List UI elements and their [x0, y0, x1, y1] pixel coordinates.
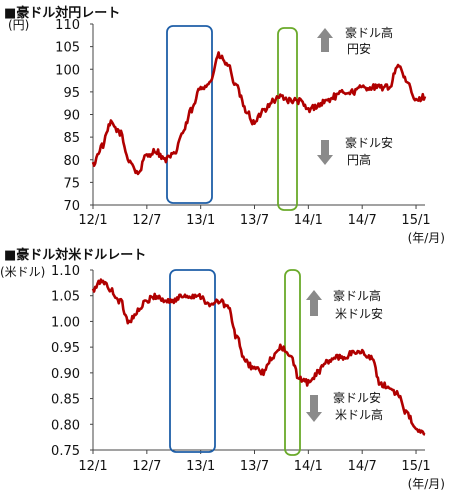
- x-tick-label: 14/1: [294, 459, 323, 474]
- y-axis-unit-label: (円): [8, 18, 29, 32]
- highlight-box-blue: [169, 269, 216, 453]
- annotation-up-line2: 円安: [347, 41, 371, 56]
- highlight-box-green: [277, 27, 298, 211]
- down-arrow-icon: [317, 140, 333, 165]
- x-tick-label: 12/7: [132, 213, 161, 228]
- x-tick-label: 12/1: [78, 459, 107, 474]
- x-axis-unit-label: (年/月): [408, 231, 445, 245]
- x-tick-label: 14/1: [294, 213, 323, 228]
- y-tick-label: 0.85: [51, 393, 80, 408]
- y-tick-label: 100: [55, 63, 80, 78]
- y-tick-label: 1.10: [51, 264, 80, 279]
- chart-title-aud-usd: ■豪ドル対米ドルレート: [4, 248, 147, 263]
- x-tick-label: 12/1: [78, 213, 107, 228]
- y-tick-label: 70: [63, 199, 80, 214]
- y-tick-label: 0.90: [51, 367, 80, 382]
- annotation-up-line1: 豪ドル高: [345, 25, 393, 40]
- y-tick-label: 95: [63, 86, 80, 101]
- y-tick-label: 75: [63, 176, 80, 191]
- y-axis-unit-label: (米ドル): [0, 265, 45, 279]
- x-tick-label: 13/1: [186, 459, 215, 474]
- y-tick-label: 110: [55, 18, 80, 33]
- y-tick-label: 0.75: [51, 444, 80, 459]
- x-tick-label: 12/7: [132, 459, 161, 474]
- y-tick-label: 1.00: [51, 315, 80, 330]
- y-tick-label: 80: [63, 154, 80, 169]
- annotation-down-line1: 豪ドル安: [345, 135, 393, 150]
- up-arrow-icon: [317, 28, 333, 52]
- y-tick-label: 1.05: [51, 290, 80, 305]
- x-tick-label: 13/7: [240, 459, 269, 474]
- series-line: [91, 278, 426, 436]
- x-tick-label: 13/1: [186, 213, 215, 228]
- annotation-up-line2: 米ドル安: [335, 306, 383, 321]
- x-tick-label: 13/7: [240, 213, 269, 228]
- annotation-down-line2: 米ドル高: [335, 407, 383, 422]
- series-line: [91, 51, 427, 176]
- annotation-up-line1: 豪ドル高: [333, 288, 381, 303]
- down-arrow-icon: [306, 395, 322, 422]
- y-tick-label: 0.95: [51, 341, 80, 356]
- up-arrow-icon: [306, 290, 322, 316]
- x-axis-unit-label: (年/月): [408, 477, 445, 491]
- annotation-down-line2: 円高: [347, 152, 371, 167]
- highlight-box-green: [284, 269, 301, 456]
- x-tick-label: 15/1: [401, 459, 430, 474]
- annotation-down-line1: 豪ドル安: [333, 390, 381, 405]
- y-tick-label: 105: [55, 41, 80, 56]
- highlight-box-blue: [166, 25, 213, 204]
- y-tick-label: 0.80: [51, 418, 80, 433]
- x-tick-label: 14/7: [348, 459, 377, 474]
- y-tick-label: 85: [63, 131, 80, 146]
- chart-title-aud-jpy: ■豪ドル対円レート: [4, 6, 121, 21]
- y-tick-label: 90: [63, 109, 80, 124]
- x-tick-label: 14/7: [348, 213, 377, 228]
- x-tick-label: 15/1: [401, 213, 430, 228]
